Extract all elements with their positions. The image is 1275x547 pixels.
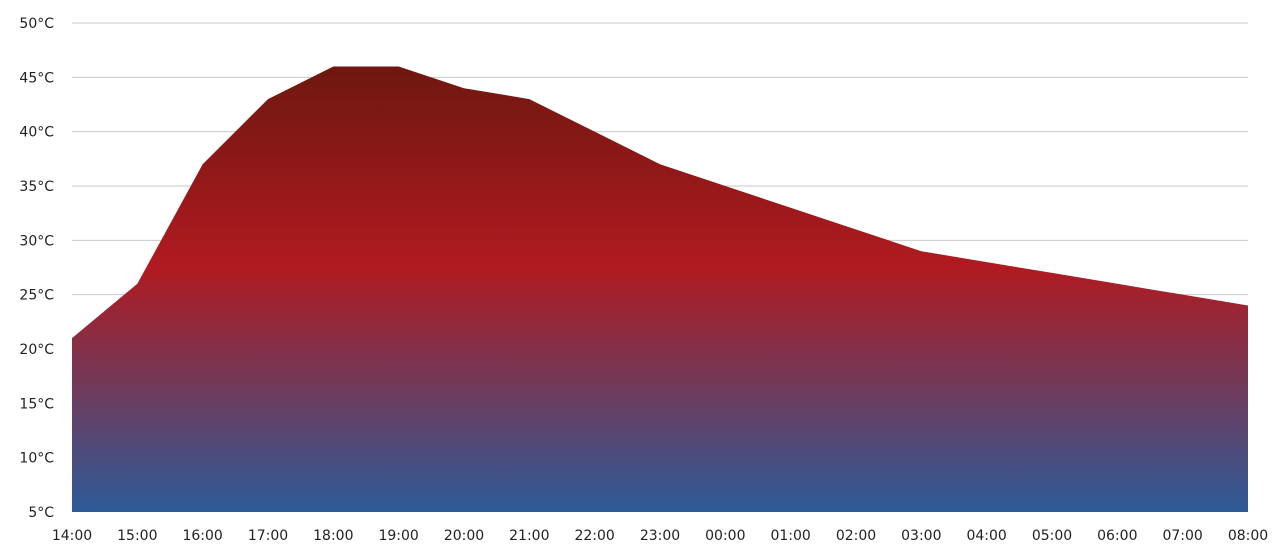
x-tick-label: 21:00 xyxy=(509,528,549,544)
x-tick-label: 20:00 xyxy=(444,528,484,544)
y-tick-label: 20°C xyxy=(19,342,54,358)
x-tick-label: 05:00 xyxy=(1032,528,1072,544)
x-tick-label: 23:00 xyxy=(640,528,680,544)
x-tick-label: 08:00 xyxy=(1228,528,1268,544)
y-tick-label: 35°C xyxy=(19,179,54,195)
y-tick-label: 45°C xyxy=(19,70,54,86)
y-tick-label: 10°C xyxy=(19,451,54,467)
x-tick-label: 04:00 xyxy=(966,528,1006,544)
y-tick-label: 5°C xyxy=(28,505,54,521)
x-tick-label: 03:00 xyxy=(901,528,941,544)
x-tick-label: 02:00 xyxy=(836,528,876,544)
y-tick-label: 40°C xyxy=(19,125,54,141)
x-axis-labels: 14:00 15:00 16:00 17:00 18:00 19:00 20:00 21:00… xyxy=(52,528,1268,544)
y-tick-label: 50°C xyxy=(19,16,54,32)
x-tick-label: 15:00 xyxy=(117,528,157,544)
y-tick-label: 15°C xyxy=(19,396,54,412)
x-tick-label: 07:00 xyxy=(1162,528,1202,544)
x-tick-label: 01:00 xyxy=(770,528,810,544)
area-series xyxy=(72,66,1248,512)
x-tick-label: 14:00 xyxy=(52,528,92,544)
y-axis-labels: 5°C 10°C 15°C 20°C 25°C 30°C 35°C 40°C 45°C 50°C xyxy=(19,16,54,521)
x-tick-label: 19:00 xyxy=(378,528,418,544)
x-tick-label: 22:00 xyxy=(574,528,614,544)
y-tick-label: 30°C xyxy=(19,233,54,249)
temperature-area xyxy=(72,66,1248,512)
y-tick-label: 25°C xyxy=(19,288,54,304)
x-tick-label: 18:00 xyxy=(313,528,353,544)
x-tick-label: 16:00 xyxy=(182,528,222,544)
x-tick-label: 17:00 xyxy=(248,528,288,544)
x-tick-label: 06:00 xyxy=(1097,528,1137,544)
x-tick-label: 00:00 xyxy=(705,528,745,544)
